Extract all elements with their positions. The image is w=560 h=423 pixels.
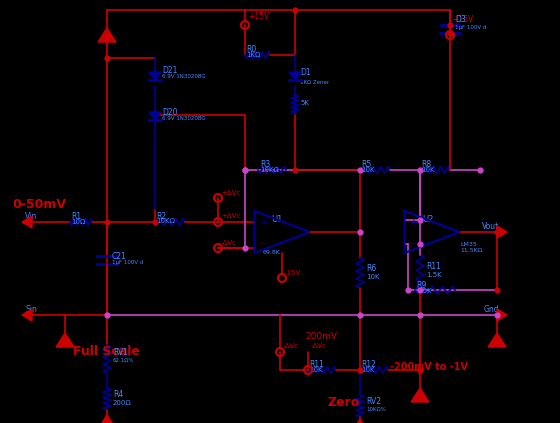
- Polygon shape: [22, 309, 32, 321]
- Text: RV2: RV2: [366, 397, 381, 406]
- Text: -ΔVc: -ΔVc: [221, 240, 237, 246]
- Text: C21: C21: [112, 252, 127, 261]
- Text: Vin: Vin: [25, 212, 38, 221]
- Text: 1KΩ: 1KΩ: [246, 52, 260, 58]
- Text: -ΔVc: -ΔVc: [311, 343, 327, 349]
- Text: 62.1Ω%: 62.1Ω%: [113, 358, 134, 363]
- Polygon shape: [411, 388, 429, 402]
- Text: 1µF 100V d: 1µF 100V d: [455, 25, 487, 30]
- Polygon shape: [98, 415, 116, 423]
- Polygon shape: [289, 72, 301, 80]
- Polygon shape: [149, 72, 161, 80]
- Text: +ΔVc: +ΔVc: [221, 213, 240, 219]
- Text: D20: D20: [162, 108, 178, 117]
- Text: 10KΩ%: 10KΩ%: [366, 407, 386, 412]
- Text: Vout: Vout: [482, 222, 500, 231]
- Polygon shape: [497, 226, 507, 238]
- Text: +15V: +15V: [452, 15, 473, 24]
- Text: +: +: [259, 217, 268, 228]
- Text: R11: R11: [426, 262, 441, 271]
- Polygon shape: [22, 216, 32, 228]
- Text: R6: R6: [366, 264, 376, 273]
- Text: 0-50mV: 0-50mV: [12, 198, 66, 211]
- Text: D1: D1: [300, 68, 311, 77]
- Text: 10K: 10K: [361, 167, 375, 173]
- Text: R11: R11: [309, 360, 324, 369]
- Text: Full Scale: Full Scale: [73, 345, 140, 358]
- Text: D3: D3: [455, 15, 466, 24]
- Text: +ΔVc: +ΔVc: [221, 190, 240, 196]
- Text: −: −: [409, 239, 418, 248]
- Text: 1.5K: 1.5K: [416, 288, 432, 294]
- Polygon shape: [351, 419, 369, 423]
- Text: Zero: Zero: [328, 396, 360, 409]
- Text: 10Ω: 10Ω: [71, 219, 85, 225]
- Text: RV1: RV1: [113, 348, 128, 357]
- Text: −: −: [259, 239, 268, 248]
- Text: LM35
11.5KΩ: LM35 11.5KΩ: [460, 242, 483, 253]
- Text: 10KΩ: 10KΩ: [156, 218, 175, 224]
- Polygon shape: [149, 112, 161, 121]
- Text: 1KΩ Zener: 1KΩ Zener: [300, 80, 329, 85]
- Polygon shape: [56, 333, 74, 347]
- Text: 1.5K: 1.5K: [426, 272, 442, 278]
- Text: R1: R1: [71, 212, 81, 221]
- Text: 1µF 100V d: 1µF 100V d: [112, 260, 143, 265]
- Text: Gnd: Gnd: [484, 305, 500, 314]
- Polygon shape: [98, 28, 116, 42]
- Text: -ΔVc: -ΔVc: [283, 343, 299, 349]
- Polygon shape: [497, 309, 507, 321]
- Text: 6.9V 1N3020BG: 6.9V 1N3020BG: [162, 74, 206, 79]
- Text: R4: R4: [113, 390, 123, 399]
- Text: Sin: Sin: [25, 305, 37, 314]
- Text: R0: R0: [246, 45, 256, 54]
- Text: 10K: 10K: [309, 367, 323, 373]
- Text: 10K: 10K: [361, 367, 375, 373]
- Text: +15V: +15V: [248, 12, 269, 21]
- Text: R3: R3: [260, 160, 270, 169]
- Text: R9: R9: [416, 281, 426, 290]
- Text: 10K: 10K: [366, 274, 380, 280]
- Text: -200mV to -1V: -200mV to -1V: [390, 362, 468, 372]
- Text: U2: U2: [422, 215, 433, 224]
- Polygon shape: [488, 333, 506, 347]
- Text: 5K: 5K: [300, 100, 309, 106]
- Text: 10KΩ: 10KΩ: [260, 167, 279, 173]
- Text: R12: R12: [361, 360, 376, 369]
- Text: R8: R8: [421, 160, 431, 169]
- Text: -15V: -15V: [285, 270, 301, 276]
- Text: +: +: [409, 217, 418, 228]
- Text: R2: R2: [156, 212, 166, 221]
- Text: D21: D21: [162, 66, 178, 75]
- Text: 200Ω: 200Ω: [113, 400, 132, 406]
- Text: 69.8K: 69.8K: [263, 250, 281, 255]
- Text: 10K: 10K: [421, 167, 435, 173]
- Text: R5: R5: [361, 160, 371, 169]
- Text: U1: U1: [271, 215, 283, 224]
- Text: 6.9V 1N3020BG: 6.9V 1N3020BG: [162, 116, 206, 121]
- Text: 200mV: 200mV: [305, 332, 337, 341]
